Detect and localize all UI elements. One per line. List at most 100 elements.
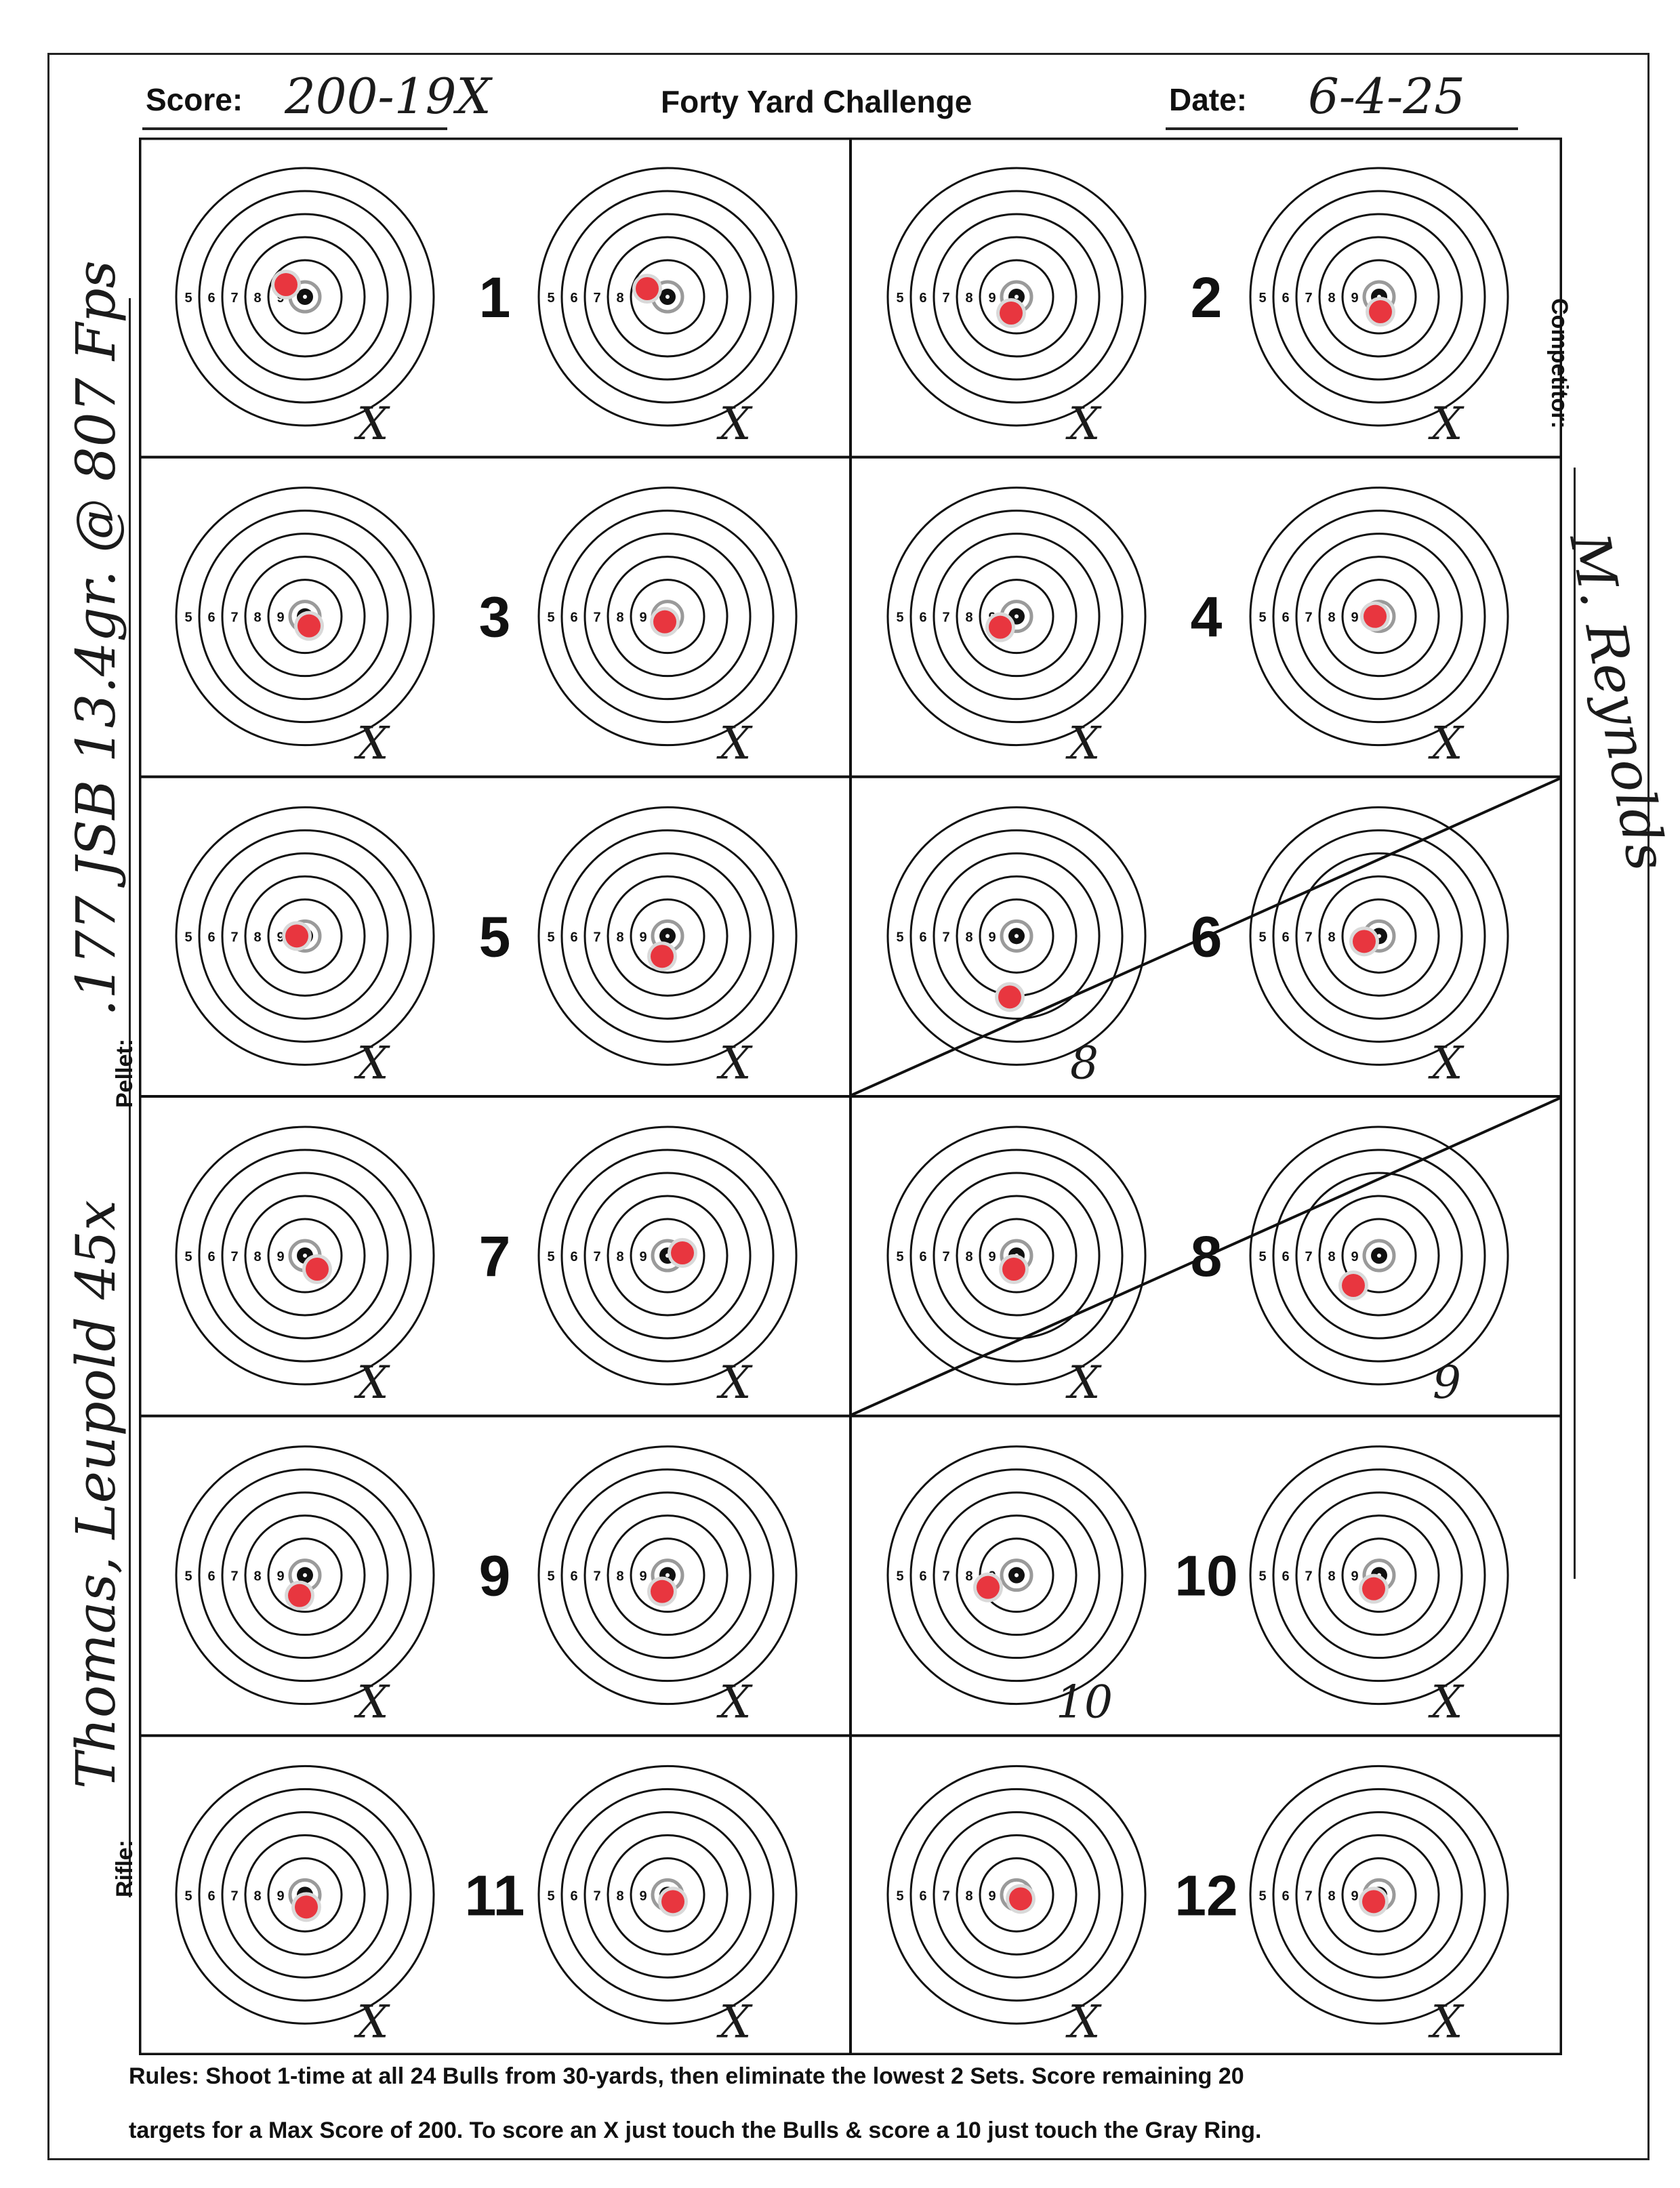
scoring-ring [244, 556, 366, 678]
pellet-hole [298, 614, 321, 638]
ring-number: 8 [965, 291, 972, 306]
ring-number: 9 [276, 611, 284, 625]
scoring-ring [583, 1811, 752, 1979]
scoring-ring [1341, 1857, 1417, 1933]
handwritten-score: 10 [1056, 1676, 1113, 1729]
ring-number: 9 [1351, 611, 1358, 625]
eliminated-set-strike [851, 777, 1561, 1096]
ring-number: 5 [184, 611, 192, 625]
scoring-ring [956, 556, 1078, 678]
ring-number: 8 [616, 611, 623, 625]
ring-number: 6 [1282, 1888, 1289, 1903]
ring-number: 8 [616, 1250, 623, 1264]
set-number: 4 [1191, 585, 1223, 649]
scoring-ring [1272, 510, 1486, 724]
scoring-ring [607, 556, 729, 678]
scoring-ring [198, 1788, 412, 2002]
handwritten-score: X [354, 1996, 391, 2048]
set-number: 5 [479, 905, 511, 968]
ring-number: 5 [184, 930, 192, 945]
set-number: 12 [1174, 1863, 1237, 1927]
pellet-hole [1364, 604, 1387, 628]
ring-number: 5 [547, 930, 554, 945]
ring-number: 7 [593, 1569, 600, 1584]
scoring-ring [198, 829, 412, 1043]
scoring-ring [267, 579, 343, 655]
scoring-ring [537, 1764, 798, 2025]
ring-number: 5 [1258, 930, 1266, 945]
scoring-ring [560, 1149, 775, 1363]
scoring-ring [267, 259, 343, 335]
handwritten-score: X [354, 718, 391, 770]
ring-number: 8 [616, 930, 623, 945]
scoring-ring [630, 1218, 705, 1294]
ring-number: 6 [570, 611, 577, 625]
rules-line-2: targets for a Max Score of 200. To score… [129, 2118, 1262, 2143]
ring-number: 7 [1305, 930, 1312, 945]
ring-number: 8 [1328, 291, 1335, 306]
ring-number: 5 [547, 1888, 554, 1903]
ring-number: 9 [988, 1888, 996, 1903]
scoring-ring [1272, 1149, 1486, 1363]
scoring-ring [537, 1445, 798, 1706]
scoring-ring [1318, 236, 1440, 358]
scoring-ring [221, 213, 389, 381]
scoring-ring [630, 898, 705, 974]
ring-number: 6 [919, 930, 926, 945]
ring-number: 5 [896, 611, 903, 625]
bull-target: 5 6 7 8 9 8 [886, 806, 1147, 1089]
scoring-ring [560, 190, 775, 404]
scoring-ring [979, 579, 1054, 655]
scoring-ring [886, 806, 1147, 1066]
rifle-value: Thomas, Leupold 45x [64, 1199, 127, 1789]
pellet-hole [651, 1580, 674, 1603]
ring-number: 6 [919, 1888, 926, 1903]
ring-number: 7 [230, 930, 238, 945]
ring-number: 9 [1351, 1569, 1358, 1584]
ring-number: 8 [965, 1888, 972, 1903]
scoring-ring [956, 1195, 1078, 1317]
ring-number: 7 [230, 1888, 238, 1903]
ring-number: 6 [570, 1569, 577, 1584]
ring-number: 5 [547, 611, 554, 625]
scoring-ring [956, 1834, 1078, 1956]
pellet-hole [1353, 930, 1376, 953]
scoring-ring [1272, 1468, 1486, 1683]
handwritten-score: X [1428, 398, 1465, 450]
handwritten-score: X [1065, 1996, 1103, 2048]
pellet-hole [285, 924, 308, 948]
ring-number: 7 [942, 611, 949, 625]
scoring-ring [560, 510, 775, 724]
scoring-ring [909, 1468, 1124, 1683]
scoring-ring [909, 510, 1124, 724]
ring-number: 6 [1282, 611, 1289, 625]
scoring-ring [956, 1514, 1078, 1636]
ring-number: 5 [896, 930, 903, 945]
ring-number: 9 [988, 1250, 996, 1264]
scoring-ring [175, 1764, 435, 2025]
pellet-hole [1002, 1258, 1025, 1281]
bull-target: 5 6 7 8 9 X [886, 1126, 1147, 1409]
scoring-ring [1249, 167, 1509, 427]
scoring-ring [267, 898, 343, 974]
pellet-hole [1009, 1887, 1032, 1911]
scoring-ring [537, 806, 798, 1066]
bull-center [665, 934, 670, 938]
ring-number: 5 [896, 1888, 903, 1903]
ring-number: 7 [942, 1569, 949, 1584]
scoring-ring [267, 1857, 343, 1933]
pellet-hole [1369, 300, 1392, 323]
bull-target: 5 6 7 8 9 9 [1249, 1126, 1509, 1409]
right-write-line [1574, 468, 1576, 1579]
scoring-ring [198, 1149, 412, 1363]
scoring-ring [630, 1857, 705, 1933]
handwritten-score: X [1428, 1996, 1465, 2048]
ring-number: 8 [1328, 1250, 1335, 1264]
ring-number: 6 [207, 291, 215, 306]
scoring-ring [630, 1537, 705, 1613]
ring-number: 6 [570, 291, 577, 306]
scoring-ring [198, 1468, 412, 1683]
bull-center [665, 1573, 670, 1577]
scoring-ring [198, 510, 412, 724]
pellet-hole [1362, 1890, 1385, 1914]
